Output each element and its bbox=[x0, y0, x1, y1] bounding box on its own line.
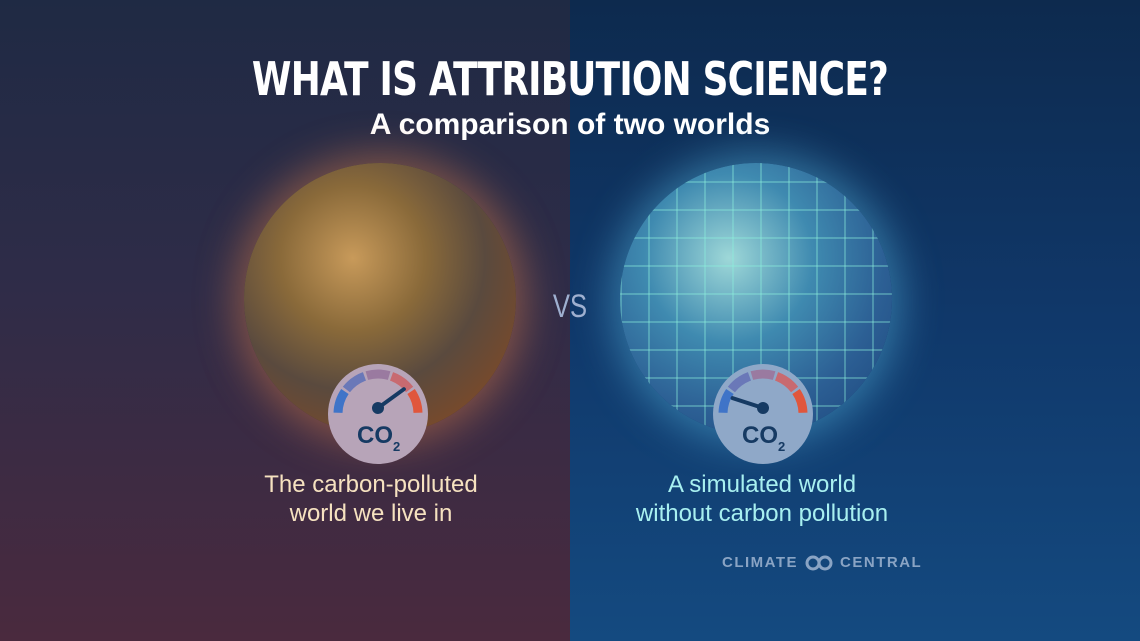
gauge-segment bbox=[333, 388, 349, 414]
co2-gauge-icon: CO 2 bbox=[328, 364, 428, 464]
gauge-label: CO bbox=[357, 422, 393, 449]
left-caption-line2: world we live in bbox=[289, 500, 453, 527]
right-caption-line1: A simulated world bbox=[667, 471, 857, 498]
gauge-segment bbox=[389, 372, 414, 393]
left-caption: The carbon-polluted world we live in bbox=[171, 470, 571, 528]
page-subtitle: A comparison of two worlds bbox=[369, 108, 771, 141]
gauge-segment bbox=[750, 369, 776, 380]
gauge-hub bbox=[372, 402, 384, 414]
climate-central-logo: CLIMATE CENTRAL bbox=[722, 554, 922, 571]
gauge-segment bbox=[365, 369, 391, 380]
gauge-label: CO bbox=[742, 422, 778, 449]
left-caption-line1: The carbon-polluted bbox=[264, 471, 478, 498]
gauge-segment bbox=[342, 372, 367, 393]
logo-right-text: CENTRAL bbox=[840, 554, 923, 571]
logo-left-text: CLIMATE bbox=[722, 554, 799, 571]
gauge-subscript: 2 bbox=[778, 439, 785, 454]
gauge-segment bbox=[792, 388, 808, 414]
gauge-hub bbox=[757, 402, 769, 414]
gauge-segment bbox=[718, 388, 734, 414]
linked-circles-icon bbox=[805, 555, 833, 570]
right-caption-line2: without carbon pollution bbox=[635, 500, 889, 527]
vs-label: VS bbox=[552, 288, 588, 324]
gauge-segment bbox=[727, 372, 752, 393]
co2-gauge-icon: CO 2 bbox=[713, 364, 813, 464]
gauge-subscript: 2 bbox=[393, 439, 400, 454]
page-title: WHAT IS ATTRIBUTION SCIENCE? bbox=[251, 52, 889, 106]
gauge-segment bbox=[407, 388, 423, 414]
gauge-segment bbox=[774, 372, 799, 393]
right-caption: A simulated world without carbon polluti… bbox=[562, 470, 962, 528]
